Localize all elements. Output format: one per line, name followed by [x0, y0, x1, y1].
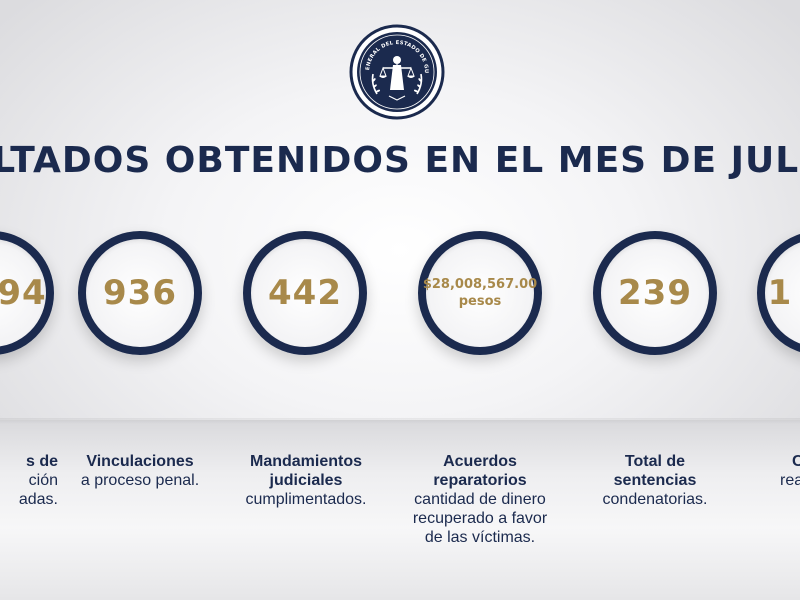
stat-ring-4: $28,008,567.00 pesos [418, 231, 542, 355]
headline: ULTADOS OBTENIDOS EN EL MES DE JULIO 20 [0, 140, 800, 190]
stat-value: 936 [103, 273, 177, 313]
stat-label-6: C rea [780, 453, 800, 489]
stat-ring-6: 1 [757, 231, 800, 355]
stat-label-1: s de ción adas. [18, 453, 58, 508]
stat-value: 94 [0, 273, 47, 313]
stat-unit: pesos [458, 294, 502, 309]
stat-value: 239 [618, 273, 692, 313]
stat-ring-5: 239 [593, 231, 717, 355]
horizon-shadow [0, 418, 800, 424]
stat-ring-3: 442 [243, 231, 367, 355]
stat-label-5: Total de sentencias condenatorias. [602, 453, 708, 508]
stat-label-4: Acuerdos reparatorios cantidad de dinero… [412, 453, 548, 546]
stat-ring-1: 94 [0, 231, 54, 355]
floor-backdrop [0, 420, 800, 600]
headline-text: ULTADOS OBTENIDOS EN EL MES DE JULIO 20 [0, 140, 800, 181]
stat-value: 442 [268, 273, 342, 313]
stat-label-2: Vinculaciones a proceso penal. [80, 453, 200, 489]
institution-seal: FISCALÍA GENERAL DEL ESTADO DE GUANAJUAT… [347, 18, 445, 120]
stat-value: $28,008,567.00 [422, 277, 538, 292]
stat-label-3: Mandamientos judiciales cumplimentados. [245, 453, 367, 508]
stat-ring-2: 936 [78, 231, 202, 355]
stat-value: 1 [767, 273, 793, 313]
